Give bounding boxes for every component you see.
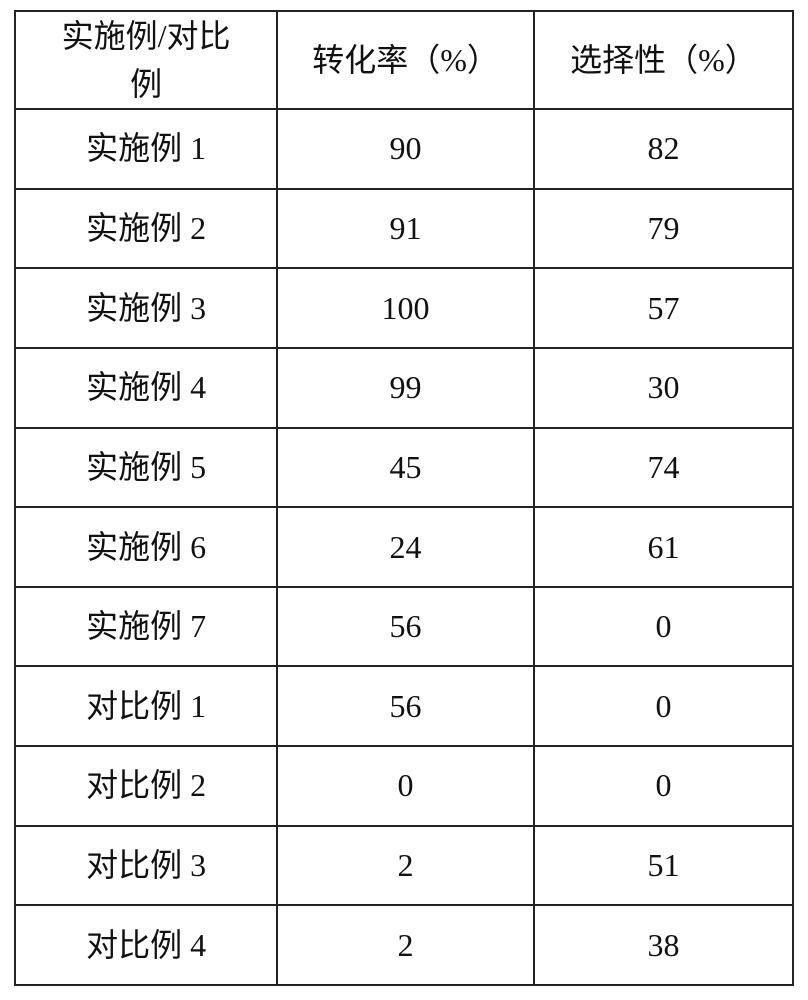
cell-name: 实施例 6 xyxy=(15,507,277,587)
cell-name: 实施例 3 xyxy=(15,268,277,348)
table-row: 实施例 4 99 30 xyxy=(15,348,793,428)
col-header-selectivity: 选择性（%） xyxy=(534,11,793,109)
cell-name: 实施例 7 xyxy=(15,587,277,667)
cell-conv: 2 xyxy=(277,826,534,906)
cell-conv: 56 xyxy=(277,587,534,667)
cell-sel: 0 xyxy=(534,746,793,826)
cell-name: 实施例 1 xyxy=(15,109,277,189)
table-row: 对比例 3 2 51 xyxy=(15,826,793,906)
cell-conv: 56 xyxy=(277,666,534,746)
cell-sel: 74 xyxy=(534,428,793,508)
col-header-example-line1: 实施例/对比 xyxy=(22,12,270,60)
cell-conv: 99 xyxy=(277,348,534,428)
table-row: 对比例 1 56 0 xyxy=(15,666,793,746)
cell-sel: 38 xyxy=(534,905,793,985)
cell-name: 实施例 5 xyxy=(15,428,277,508)
table-row: 实施例 6 24 61 xyxy=(15,507,793,587)
cell-sel: 79 xyxy=(534,189,793,269)
cell-conv: 100 xyxy=(277,268,534,348)
cell-sel: 57 xyxy=(534,268,793,348)
col-header-example: 实施例/对比 例 xyxy=(15,11,277,109)
table-row: 实施例 1 90 82 xyxy=(15,109,793,189)
col-header-conversion: 转化率（%） xyxy=(277,11,534,109)
table-row: 实施例 5 45 74 xyxy=(15,428,793,508)
cell-name: 对比例 3 xyxy=(15,826,277,906)
results-table: 实施例/对比 例 转化率（%） 选择性（%） 实施例 1 90 82 实施例 2… xyxy=(14,10,794,986)
table-header-row: 实施例/对比 例 转化率（%） 选择性（%） xyxy=(15,11,793,109)
cell-conv: 45 xyxy=(277,428,534,508)
cell-name: 实施例 2 xyxy=(15,189,277,269)
table-row: 对比例 2 0 0 xyxy=(15,746,793,826)
table-row: 对比例 4 2 38 xyxy=(15,905,793,985)
cell-conv: 2 xyxy=(277,905,534,985)
cell-conv: 91 xyxy=(277,189,534,269)
table-body: 实施例 1 90 82 实施例 2 91 79 实施例 3 100 57 实施例… xyxy=(15,109,793,985)
cell-name: 对比例 1 xyxy=(15,666,277,746)
cell-sel: 82 xyxy=(534,109,793,189)
cell-sel: 30 xyxy=(534,348,793,428)
cell-sel: 51 xyxy=(534,826,793,906)
cell-sel: 0 xyxy=(534,587,793,667)
table-row: 实施例 3 100 57 xyxy=(15,268,793,348)
cell-conv: 90 xyxy=(277,109,534,189)
cell-sel: 61 xyxy=(534,507,793,587)
col-header-example-line2: 例 xyxy=(22,60,270,108)
cell-sel: 0 xyxy=(534,666,793,746)
cell-conv: 24 xyxy=(277,507,534,587)
cell-name: 实施例 4 xyxy=(15,348,277,428)
table-row: 实施例 7 56 0 xyxy=(15,587,793,667)
cell-name: 对比例 2 xyxy=(15,746,277,826)
cell-conv: 0 xyxy=(277,746,534,826)
table-row: 实施例 2 91 79 xyxy=(15,189,793,269)
cell-name: 对比例 4 xyxy=(15,905,277,985)
